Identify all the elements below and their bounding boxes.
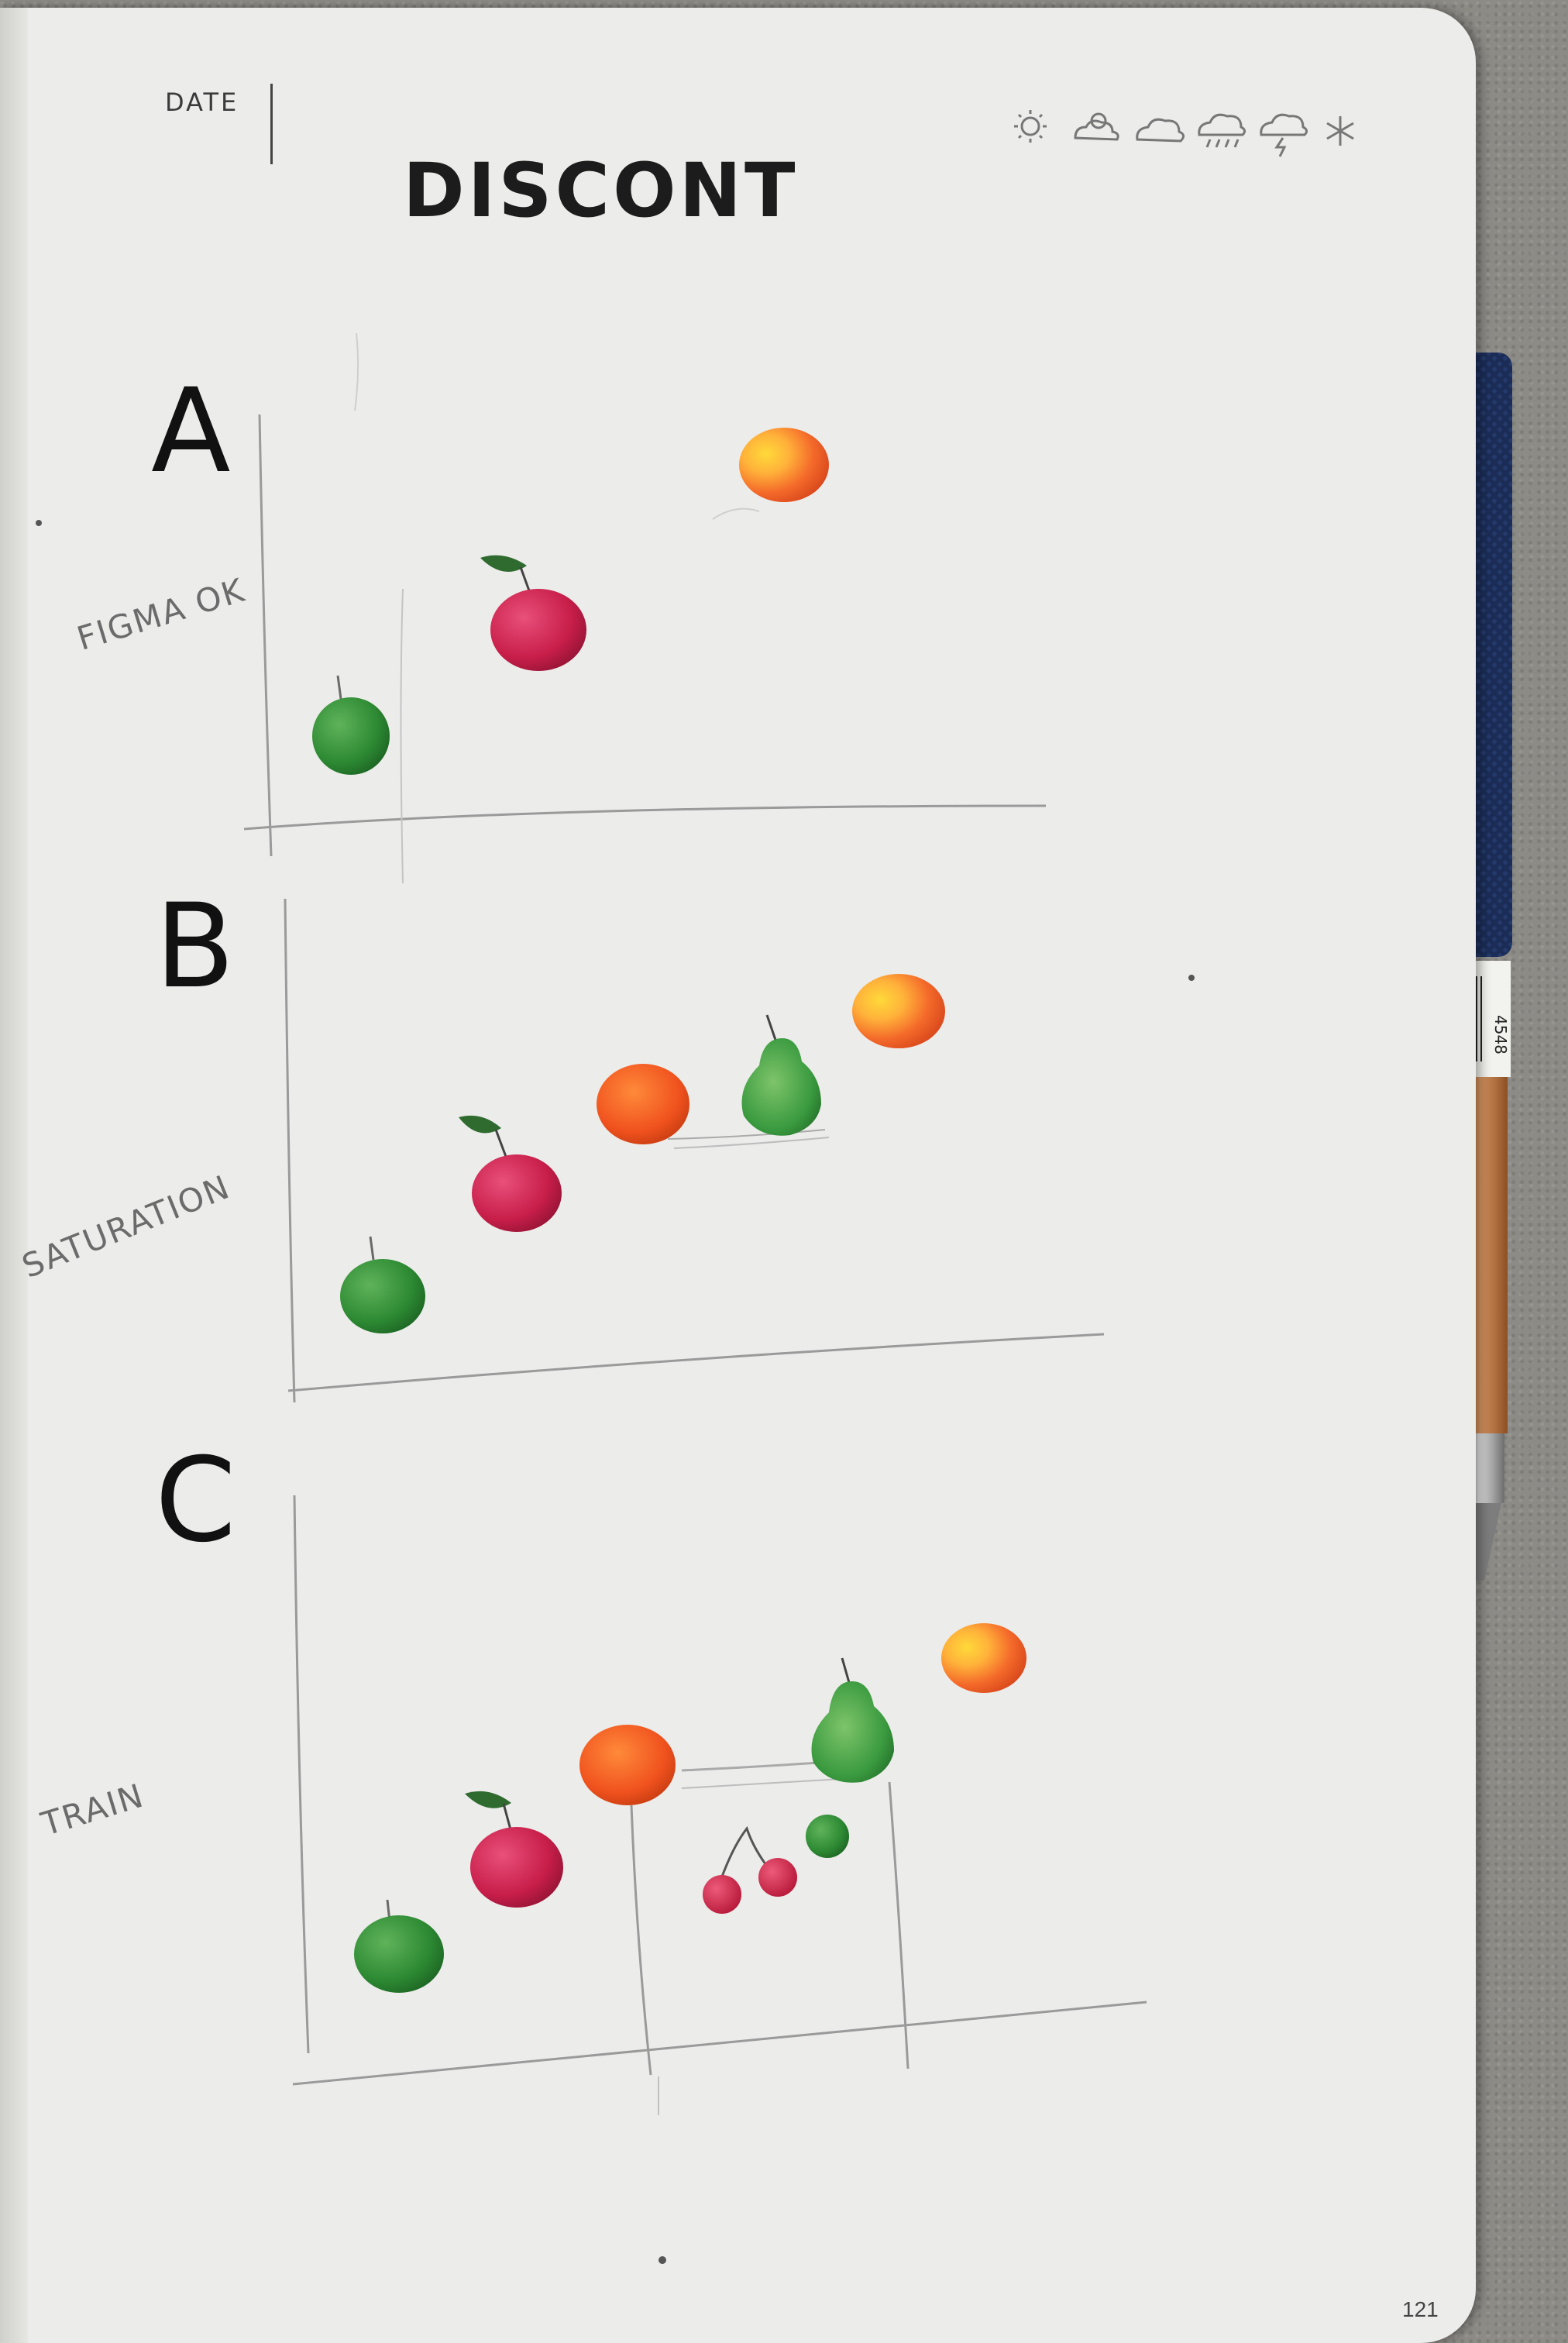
plot-b-orange <box>597 1064 689 1144</box>
page-number: 121 <box>1402 2297 1439 2321</box>
section-letter-c: C <box>155 1433 236 1568</box>
plot-a-red-apple <box>480 555 586 671</box>
section-letter-b: B <box>155 879 235 1014</box>
plot-a-axes <box>243 332 1047 884</box>
plot-a-green-apple <box>312 675 390 775</box>
plot-c-pear <box>811 1657 894 1783</box>
stray-dot <box>36 520 42 526</box>
plot-b-peach <box>852 974 945 1048</box>
stray-dot <box>1188 975 1195 981</box>
plot-c-peach <box>941 1623 1026 1693</box>
plot-b-red-apple <box>459 1115 562 1232</box>
plot-c-green-apple <box>354 1899 444 1993</box>
page-binding-edge <box>0 8 28 2343</box>
plot-c-axes <box>292 1495 1147 2115</box>
plot-b-green-apple <box>340 1236 425 1333</box>
stray-dot <box>658 2256 666 2264</box>
plot-b-pear <box>741 1014 821 1136</box>
sketch-drawings <box>36 332 1195 2264</box>
page-title: DISCONT <box>403 147 799 234</box>
pencil-code: 4548 <box>1491 1015 1510 1055</box>
section-letter-a: A <box>151 364 231 499</box>
snowflake-icon <box>1326 116 1354 146</box>
date-divider <box>270 84 273 164</box>
storm-cloud-icon <box>1260 113 1308 157</box>
sun-icon <box>1014 110 1047 143</box>
weather-icons <box>1014 110 1354 157</box>
plot-c-lime <box>806 1815 849 1858</box>
plot-c-red-apple <box>465 1791 563 1908</box>
rain-cloud-icon <box>1198 113 1246 148</box>
plot-b-axes <box>284 898 1105 1403</box>
plot-a-peach <box>712 428 829 520</box>
cloud-icon <box>1136 118 1185 143</box>
sun-cloud-icon <box>1074 112 1119 141</box>
notebook-page: DATE <box>0 8 1476 2343</box>
plot-c-orange <box>579 1725 676 1805</box>
date-label: DATE <box>165 88 239 117</box>
plot-c-cherries <box>703 1825 797 1914</box>
